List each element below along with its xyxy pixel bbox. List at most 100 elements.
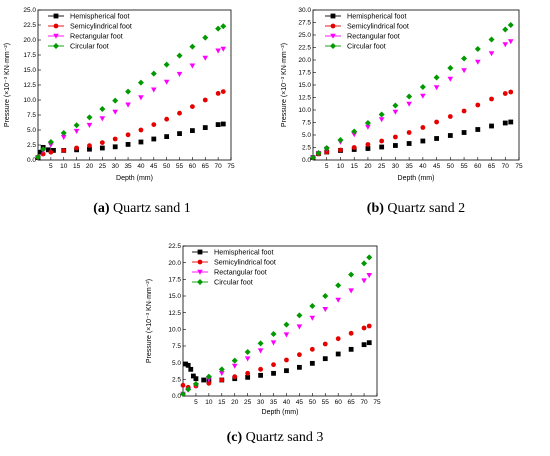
data-point [60, 134, 67, 140]
x-tick-label: 15 [73, 163, 81, 170]
data-point [258, 366, 263, 372]
data-point [271, 362, 276, 368]
data-point [220, 46, 227, 52]
x-tick-label: 25 [99, 163, 107, 170]
y-tick-label: 12.5 [298, 95, 311, 102]
legend-marker [197, 249, 203, 255]
data-point [310, 154, 316, 161]
x-tick-label: 60 [189, 163, 197, 170]
data-point [284, 357, 289, 363]
data-point [183, 361, 188, 367]
data-point [461, 55, 468, 62]
data-point [475, 102, 481, 108]
legend-marker [197, 259, 203, 265]
y-tick-label: 27.5 [298, 20, 311, 27]
legend-marker [53, 43, 59, 49]
data-point [322, 293, 329, 299]
y-tick-label: 15.0 [23, 67, 36, 74]
x-tick-label: 75 [515, 163, 523, 170]
legend-label: Rectangular foot [214, 268, 267, 277]
data-point [324, 149, 330, 155]
data-point [61, 148, 67, 153]
legend-label: Semicylindrical foot [70, 22, 132, 31]
x-tick-label: 45 [296, 399, 304, 406]
data-point [215, 91, 221, 96]
y-tick-label: 0.0 [302, 157, 311, 164]
x-tick-label: 20 [86, 163, 94, 170]
data-point [48, 149, 54, 155]
data-point [393, 143, 398, 148]
panel-caption: (b) Quartz sand 2 [367, 201, 465, 216]
data-point [125, 102, 131, 108]
data-point [447, 76, 454, 82]
data-point [164, 116, 170, 122]
y-tick-label: 25.0 [23, 7, 36, 14]
data-point [125, 88, 132, 95]
x-tick-label: 30 [112, 163, 120, 170]
data-point [151, 87, 157, 93]
data-point [73, 122, 80, 129]
x-tick-label: 5 [194, 399, 198, 406]
data-point [188, 366, 194, 372]
y-tick-label: 25.0 [298, 32, 311, 39]
data-point [297, 364, 302, 370]
data-point [215, 48, 221, 54]
x-axis-label: Depth (mm) [116, 175, 153, 182]
x-axis-label: Depth (mm) [398, 175, 435, 182]
x-tick-label: 45 [433, 163, 441, 170]
y-tick-label: 0.0 [27, 157, 36, 164]
data-point [206, 380, 212, 386]
x-tick-label: 10 [337, 163, 345, 170]
chart-panel-2: 0.0 2.5 5.0 7.5 10.0 12.5 15.0 17.5 20.0 22.5 25.0… [281, 7, 523, 216]
data-point [177, 110, 182, 116]
y-tick-label: 10.0 [23, 97, 36, 104]
data-point [323, 145, 330, 151]
data-point [190, 373, 196, 379]
data-point [447, 133, 453, 138]
data-point [40, 151, 46, 157]
data-point [378, 111, 385, 118]
data-point [190, 104, 195, 109]
y-tick-label: 12.5 [168, 310, 181, 317]
data-point [309, 303, 316, 309]
data-point [190, 128, 195, 133]
x-tick-label: 55 [460, 163, 468, 170]
data-point [86, 122, 93, 128]
data-point [215, 25, 222, 32]
data-point [461, 130, 467, 135]
y-tick-label: 20.0 [168, 260, 181, 267]
data-point [284, 368, 289, 374]
data-point [434, 136, 439, 141]
data-point [177, 131, 182, 136]
data-point [202, 125, 208, 130]
y-axis-label: Pressure (×10⁻³ KN·mm⁻²) [4, 43, 11, 127]
legend-label: Circular foot [214, 278, 253, 287]
y-tick-label: 30.0 [298, 7, 311, 14]
data-point [337, 137, 344, 143]
data-point [447, 65, 454, 71]
data-point [366, 340, 372, 346]
data-point [366, 254, 373, 261]
y-tick-label: 15.0 [298, 82, 311, 89]
data-point [138, 139, 144, 145]
legend-label: Rectangular foot [70, 32, 123, 41]
data-point [220, 121, 226, 127]
y-tick-label: 22.5 [168, 243, 181, 250]
data-point [461, 108, 467, 114]
x-tick-label: 70 [360, 399, 368, 406]
data-point [283, 321, 290, 328]
data-point [244, 356, 251, 362]
data-point [392, 109, 399, 115]
data-point [99, 140, 105, 146]
plot-frame [37, 9, 232, 161]
data-point [420, 93, 426, 99]
legend-marker [53, 33, 59, 39]
data-point [45, 147, 51, 153]
data-point [189, 63, 196, 69]
data-point [125, 142, 131, 147]
data-point [489, 123, 494, 129]
y-tick-label: 10.0 [298, 107, 311, 114]
y-tick-label: 15.0 [168, 293, 181, 300]
